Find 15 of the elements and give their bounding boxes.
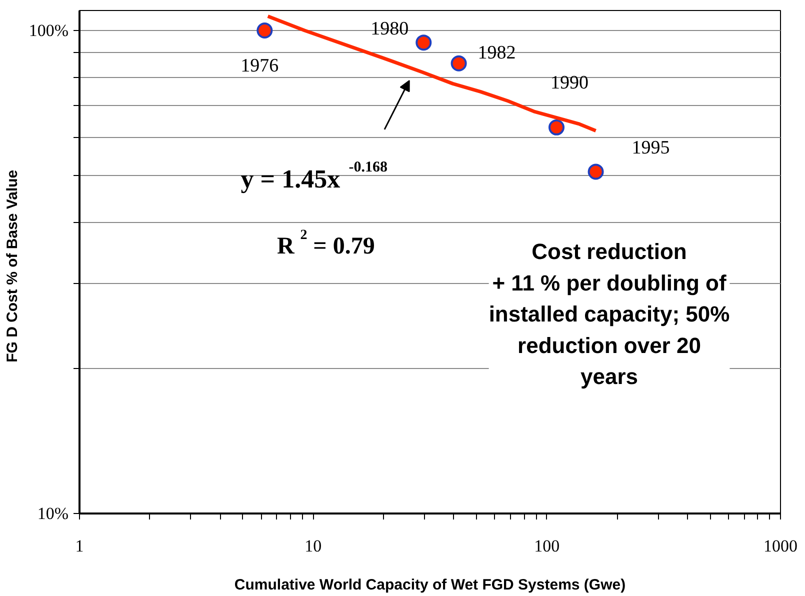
x-tick-label: 1 [75,536,84,556]
annotation: 1995 [632,138,670,159]
annotation: y = 1.45x-0.168 [240,160,388,194]
y-tick-label: 10% [37,504,69,523]
x-tick-label: 10 [304,536,322,556]
x-tick-label: 1000 [764,536,798,556]
y-tick-label: 100% [28,20,69,40]
annotation: 1982 [478,42,516,64]
x-axis-title: Cumulative World Capacity of Wet FGD Systems (Gwe) [234,576,626,594]
annotation: 1976 [240,55,279,76]
x-tick-label: 100 [534,536,560,556]
y-axis-title: FG D Cost % of Base Value [4,170,21,362]
annotation: 1980 [370,18,409,40]
annotation: 1990 [550,72,589,94]
annotation: Cost reduction + 11 % per doubling of installed capacity; 50% reduction over 20 years [488,239,730,390]
